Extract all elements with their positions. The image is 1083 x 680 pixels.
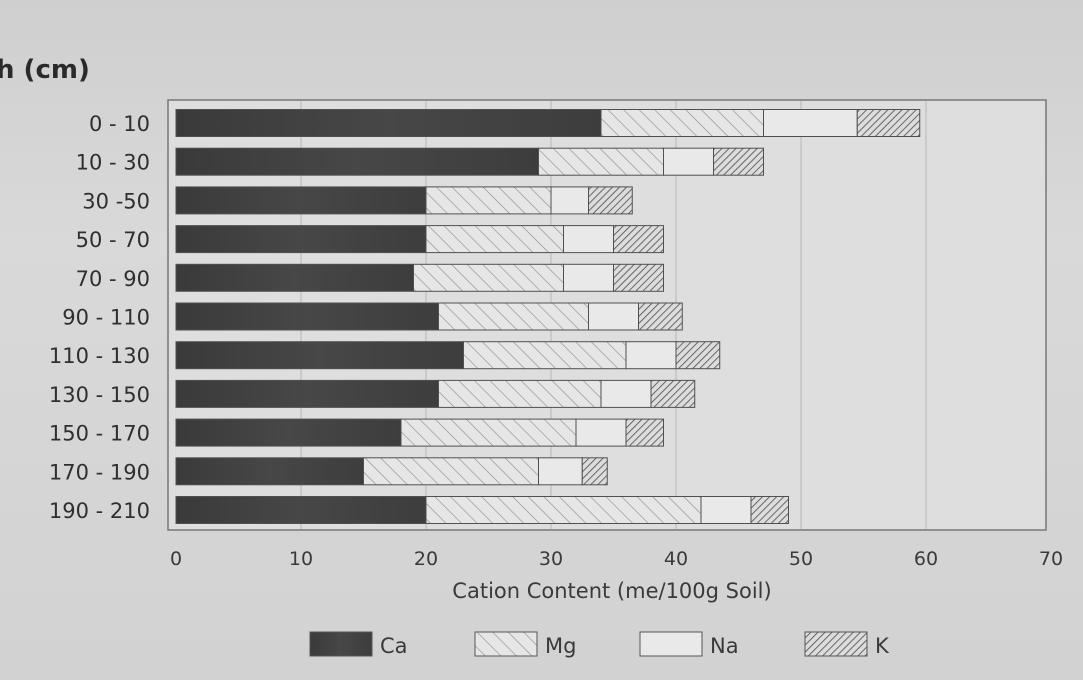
category-label: 0 - 10 bbox=[89, 112, 150, 136]
category-label: 150 - 170 bbox=[49, 422, 150, 446]
legend: Ca Mg Na K bbox=[309, 631, 890, 658]
bar-segment-ca bbox=[175, 379, 439, 408]
bar-segment-k bbox=[581, 457, 608, 486]
bar-segment-na bbox=[763, 109, 858, 137]
bars bbox=[175, 109, 921, 524]
bar-segment-mg bbox=[538, 147, 664, 176]
x-tick-label: 60 bbox=[914, 548, 938, 570]
bar-segment-k bbox=[638, 302, 683, 331]
category-label: 170 - 190 bbox=[49, 460, 150, 484]
bar-segment-na bbox=[563, 263, 614, 292]
bar-segment-na bbox=[625, 341, 677, 370]
bar-segment-k bbox=[713, 147, 764, 176]
x-tick-label: 50 bbox=[789, 548, 813, 570]
x-tick-labels: 0 10 20 30 40 50 60 70 bbox=[170, 548, 1063, 570]
bar-segment-mg bbox=[425, 496, 702, 524]
bar-segment-mg bbox=[413, 263, 564, 292]
bar-segment-k bbox=[613, 225, 664, 254]
x-tick-label: 10 bbox=[289, 548, 313, 570]
bar-segment-na bbox=[600, 379, 652, 408]
category-label: 110 - 130 bbox=[49, 344, 150, 368]
bar-segment-mg bbox=[425, 225, 564, 254]
legend-label-k: K bbox=[875, 634, 890, 658]
category-label: 50 - 70 bbox=[76, 228, 150, 252]
legend-swatch-k bbox=[804, 631, 868, 657]
bar-segment-mg bbox=[438, 379, 602, 408]
bar-segment-ca bbox=[175, 341, 464, 370]
legend-swatch-mg bbox=[474, 631, 538, 657]
bar-segment-mg bbox=[600, 109, 764, 137]
bar-segment-na bbox=[538, 457, 583, 486]
bar-segment-na bbox=[550, 186, 589, 215]
bar-segment-k bbox=[856, 109, 921, 137]
bar-segment-na bbox=[588, 302, 639, 331]
x-axis-title: Cation Content (me/100g Soil) bbox=[452, 579, 771, 603]
bar-segment-ca bbox=[175, 496, 427, 524]
x-tick-label: 20 bbox=[414, 548, 438, 570]
bar-segment-ca bbox=[175, 109, 602, 137]
x-tick-label: 30 bbox=[539, 548, 563, 570]
bar-segment-ca bbox=[175, 147, 539, 176]
bar-segment-mg bbox=[438, 302, 589, 331]
bar-segment-k bbox=[675, 341, 721, 370]
bar-segment-k bbox=[650, 379, 696, 408]
bar-segment-k bbox=[588, 186, 633, 215]
bar-segment-na bbox=[700, 496, 752, 524]
bar-segment-ca bbox=[175, 186, 427, 215]
bar-segment-ca bbox=[175, 457, 364, 486]
bar-segment-ca bbox=[175, 263, 414, 292]
legend-swatch-na bbox=[639, 631, 703, 657]
category-label: 90 - 110 bbox=[62, 306, 150, 330]
bar-segment-k bbox=[750, 496, 789, 524]
x-tick-label: 0 bbox=[170, 548, 182, 570]
bar-segment-k bbox=[613, 263, 664, 292]
bar-segment-mg bbox=[363, 457, 539, 486]
category-label: 190 - 210 bbox=[49, 499, 150, 523]
bar-segment-na bbox=[563, 225, 614, 254]
x-tick-label: 70 bbox=[1039, 548, 1063, 570]
bar-segment-ca bbox=[175, 302, 439, 331]
bar-segment-na bbox=[663, 147, 714, 176]
legend-label-mg: Mg bbox=[545, 634, 576, 658]
bar-segment-mg bbox=[400, 418, 577, 447]
y-axis-title: h (cm) bbox=[0, 55, 90, 85]
legend-label-na: Na bbox=[710, 634, 739, 658]
category-label: 10 - 30 bbox=[76, 151, 150, 175]
legend-label-ca: Ca bbox=[380, 634, 408, 658]
category-label: 130 - 150 bbox=[49, 383, 150, 407]
bar-segment-ca bbox=[175, 418, 402, 447]
category-labels: 0 - 10 10 - 30 30 -50 50 - 70 70 - 90 90 - 11… bbox=[49, 112, 150, 523]
legend-swatch-ca bbox=[309, 631, 373, 657]
bar-segment-na bbox=[575, 418, 627, 447]
category-label: 70 - 90 bbox=[76, 267, 150, 291]
bar-segment-mg bbox=[463, 341, 627, 370]
category-label: 30 -50 bbox=[82, 189, 150, 213]
bar-segment-ca bbox=[175, 225, 427, 254]
bar-segment-k bbox=[625, 418, 664, 447]
bar-segment-mg bbox=[425, 186, 552, 215]
x-tick-label: 40 bbox=[664, 548, 688, 570]
